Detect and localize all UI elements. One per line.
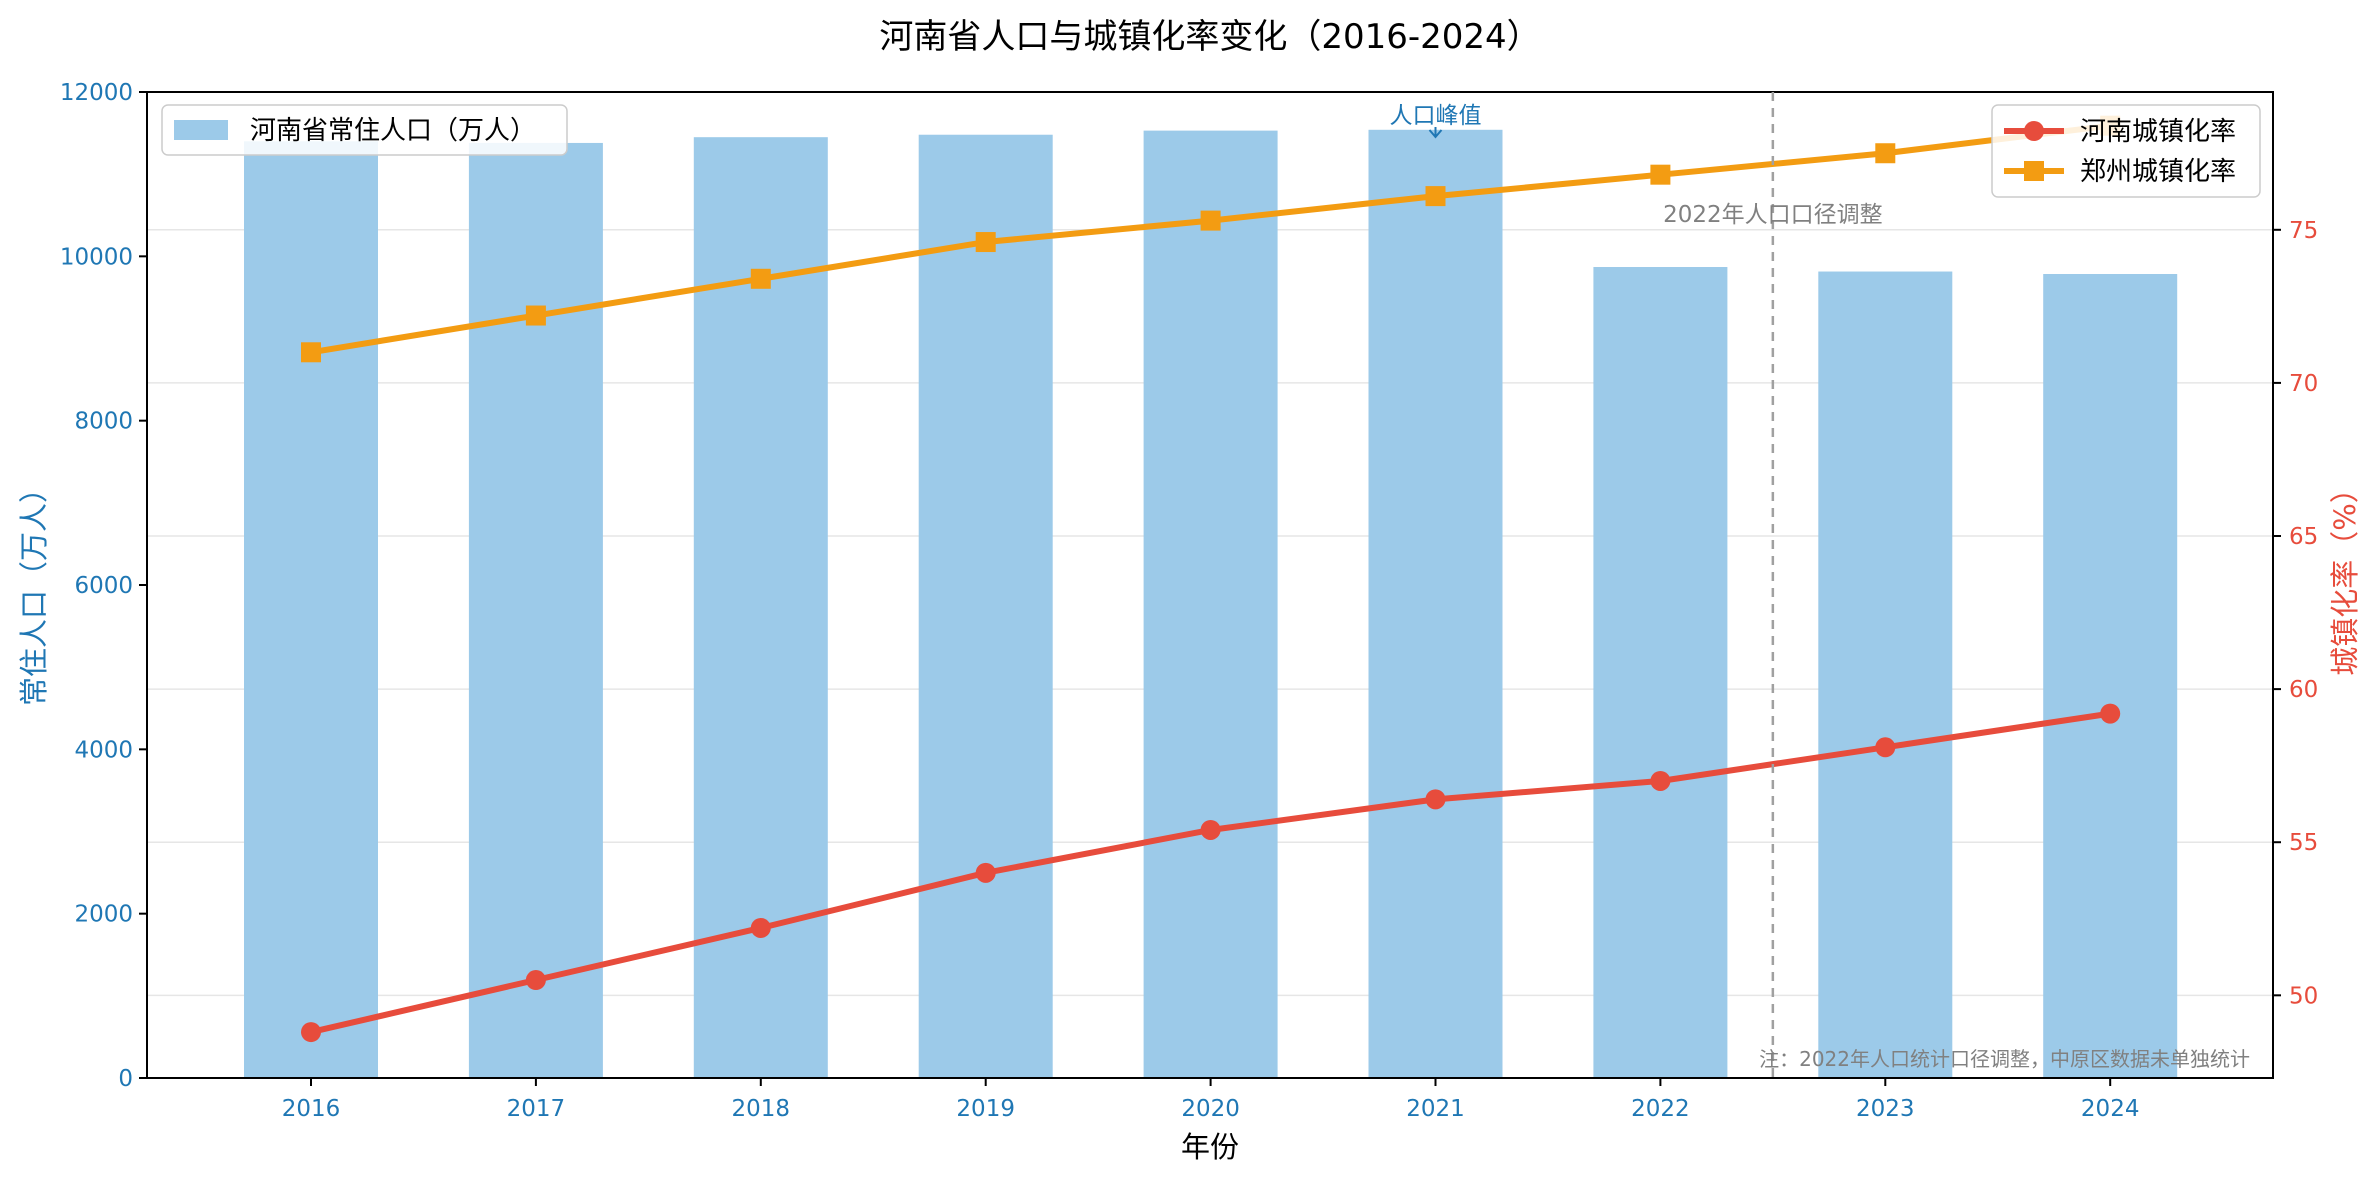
population-bar (1368, 129, 1503, 1079)
zhengzhou-urbanization-point (525, 305, 546, 326)
chart-title: 河南省人口与城镇化率变化（2016-2024） (879, 17, 1540, 57)
y-right-tick-label: 60 (2289, 677, 2318, 703)
y-left-tick-label: 2000 (74, 902, 133, 928)
henan-urbanization-point (1650, 770, 1671, 791)
zhengzhou-urbanization-point (1200, 210, 1221, 231)
population-peak-arrow (1428, 127, 1443, 139)
x-tick-label: 2020 (1181, 1096, 1240, 1122)
zhengzhou-urbanization-point (1650, 164, 1671, 185)
legend-box (161, 104, 568, 156)
legend-population: 河南省常住人口（万人） (161, 104, 568, 156)
annotation-layer: 2022年人口口径调整 人口峰值注：2022年人口统计口径调整，中原区数据未单独统… (1390, 92, 2250, 1078)
x-tick-label: 2024 (2081, 1096, 2140, 1122)
zhengzhou-urbanization-point (1425, 186, 1446, 207)
bar-layer (244, 129, 2178, 1079)
y-right-tick-label: 55 (2289, 830, 2318, 856)
population-bar (468, 142, 603, 1078)
y-axis-left-title: 常住人口（万人） (17, 474, 51, 706)
caliber-adjustment-label: 2022年人口口径调整 (1663, 202, 1883, 228)
y-right-tick-label: 75 (2289, 218, 2318, 244)
axis-layer: 0 2000 4000 6000 8000 10000 12000 50 55 60 65 70 75 2… (60, 80, 2318, 1122)
x-tick-label: 2019 (956, 1096, 1015, 1122)
population-bar (244, 141, 378, 1079)
legend-label-henan: 河南城镇化率 (2080, 117, 2236, 147)
zhengzhou-urbanization-point (975, 232, 996, 253)
population-bar (918, 134, 1053, 1078)
zhengzhou-urbanization-point (301, 342, 321, 363)
zhengzhou-urbanization-point (1875, 143, 1896, 164)
y-left-tick-label: 6000 (74, 573, 133, 599)
henan-urbanization-point (975, 862, 996, 883)
zhengzhou-urbanization-point (750, 268, 771, 289)
legend-swatch-population (174, 120, 228, 140)
population-bar (1818, 271, 1953, 1078)
y-left-tick-label: 12000 (60, 80, 133, 106)
x-axis-title: 年份 (1181, 1130, 1239, 1164)
y-left-tick-label: 10000 (60, 244, 133, 270)
henan-urbanization-point (2100, 703, 2121, 724)
y-right-tick-label: 50 (2289, 983, 2318, 1009)
henan-urbanization-point (301, 1022, 321, 1043)
population-bar (1593, 267, 1728, 1078)
y-left-tick-label: 0 (118, 1066, 133, 1092)
x-tick-label: 2017 (507, 1096, 566, 1122)
y-axis-right-title: 城镇化率（%） (2328, 474, 2362, 676)
population-bar (1143, 130, 1278, 1078)
henan-urbanization-point (525, 970, 546, 991)
line-layer (301, 115, 2121, 1043)
y-left-tick-label: 8000 (74, 409, 133, 435)
x-tick-label: 2016 (282, 1096, 341, 1122)
legend-label-zhengzhou: 郑州城镇化率 (2080, 157, 2236, 187)
x-tick-label: 2018 (732, 1096, 791, 1122)
henan-urbanization-point (750, 917, 771, 938)
legend-marker (2024, 121, 2044, 141)
legend-label-population: 河南省常住人口（万人） (250, 116, 536, 146)
population-bar (2043, 273, 2178, 1079)
population-peak-label: 人口峰值 (1390, 103, 1482, 129)
x-tick-label: 2021 (1406, 1096, 1465, 1122)
y-right-tick-label: 65 (2289, 524, 2318, 550)
y-left-tick-label: 4000 (74, 737, 133, 763)
x-tick-label: 2023 (1856, 1096, 1915, 1122)
x-tick-label: 2022 (1631, 1096, 1690, 1122)
footnote: 注：2022年人口统计口径调整，中原区数据未单独统计 (1759, 1047, 2250, 1071)
henan-urbanization-point (1875, 737, 1896, 758)
henan-urbanization-point (1425, 789, 1446, 810)
legend-marker (2024, 161, 2044, 181)
y-right-tick-label: 70 (2289, 371, 2318, 397)
henan-urbanization-point (1200, 819, 1221, 840)
